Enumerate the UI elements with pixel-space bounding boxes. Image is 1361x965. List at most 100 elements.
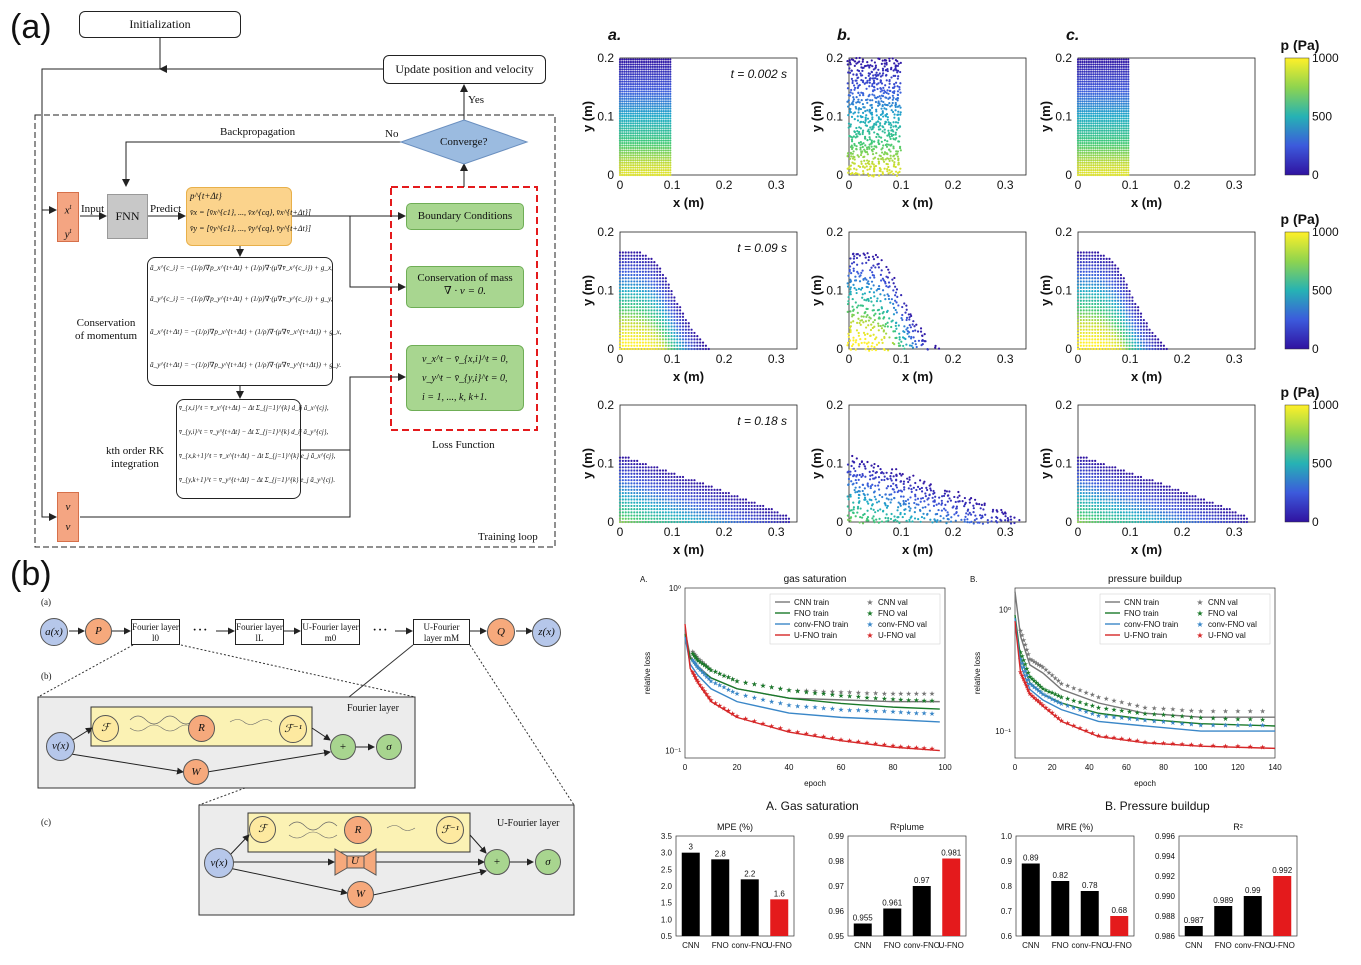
loss-val-star: ★ (712, 668, 718, 676)
sim-particle (1120, 117, 1123, 120)
sim-particle (1118, 141, 1121, 145)
sim-particle (669, 102, 672, 105)
sim-particle (649, 134, 652, 137)
sim-particle (856, 270, 859, 273)
sim-particle (877, 285, 881, 288)
sim-particle (1111, 168, 1115, 172)
sim-particle (1085, 344, 1088, 347)
sim-particle (863, 155, 866, 158)
sim-particle (629, 105, 633, 108)
sim-particle (1090, 132, 1093, 135)
loss-val-star: ★ (717, 670, 723, 678)
sim-particle (859, 146, 862, 149)
sim-particle (866, 139, 869, 142)
sim-particle (1081, 134, 1084, 137)
loss-val-star: ★ (1095, 704, 1101, 712)
sim-particle (645, 110, 648, 113)
sim-particle (1079, 139, 1082, 142)
sim-particle (1107, 139, 1110, 142)
sim-particle (690, 344, 693, 347)
sim-particle (1085, 73, 1088, 76)
sim-particle (647, 151, 650, 154)
sim-particle (888, 336, 891, 339)
sim-particle (676, 328, 679, 331)
sim-particle (863, 166, 866, 169)
sim-particle (1125, 149, 1128, 152)
sim-particle (895, 128, 898, 131)
sim-particle (1094, 286, 1097, 289)
sim-particle (647, 277, 650, 280)
sim-particle (645, 85, 648, 88)
sim-particle (636, 270, 639, 273)
loss-line-fno-train (1014, 614, 1276, 727)
sim-particle (862, 120, 865, 124)
sim-particle (862, 321, 865, 324)
sim-particle (896, 60, 899, 63)
sim-particle (1116, 144, 1119, 147)
sim-particle (664, 302, 667, 306)
sim-particle (1116, 105, 1119, 108)
loss-val-star: ★ (864, 689, 870, 697)
sim-particle (1098, 107, 1101, 110)
sim-particle (1085, 102, 1088, 105)
sim-particle (638, 107, 641, 110)
sim-particle (640, 65, 643, 68)
bar-y-tick: 0.986 (1155, 932, 1176, 941)
sim-particle (1122, 73, 1126, 76)
loss-val-star: ★ (1103, 733, 1109, 741)
sim-particle (633, 270, 636, 273)
sim-particle (862, 142, 865, 145)
sim-particle (669, 112, 672, 115)
sim-particle (645, 70, 648, 73)
legend-star: ★ (866, 609, 873, 618)
sim-particle (883, 167, 886, 170)
sim-particle (618, 65, 622, 68)
sim-particle (862, 66, 865, 69)
sim-particle (670, 312, 673, 315)
sim-particle (1120, 164, 1123, 167)
sim-particle (1082, 254, 1085, 257)
sim-particle (1102, 341, 1105, 344)
sim-particle (1114, 58, 1117, 61)
sim-particle (623, 90, 626, 93)
sim-particle (667, 92, 670, 96)
sim-particle (1094, 166, 1097, 169)
sim-particle (1088, 318, 1091, 322)
sim-particle (669, 105, 672, 108)
sim-particle (1107, 60, 1110, 64)
sim-particle (893, 157, 896, 160)
sim-particle (660, 112, 663, 115)
sim-particle (1087, 159, 1091, 162)
sim-particle (644, 261, 647, 264)
sim-particle (1105, 110, 1108, 113)
sim-particle (847, 99, 850, 102)
sim-particle (899, 91, 902, 94)
sub-a-label: (a) (41, 597, 51, 607)
sim-particle (642, 82, 646, 86)
sim-particle (647, 97, 650, 100)
sim-particle (662, 92, 665, 96)
loss-line-u-fno-train (1014, 621, 1276, 750)
sim-particle (664, 315, 667, 318)
sim-particle (1090, 112, 1093, 115)
sim-particle (1120, 156, 1123, 159)
sim-particle (1079, 92, 1082, 96)
sim-particle (1094, 331, 1097, 335)
sim-particle (621, 331, 624, 335)
sim-particle (623, 171, 626, 174)
sim-x-tick: 0.3 (997, 352, 1014, 366)
sim-particle (670, 289, 673, 293)
sim-particle (650, 315, 653, 318)
sim-particle (1092, 137, 1095, 140)
sim-particle (656, 100, 659, 103)
sim-particle (871, 348, 874, 351)
sim-particle (873, 318, 876, 322)
sim-particle (684, 338, 687, 341)
sim-particle (1107, 73, 1110, 76)
sim-particle (1114, 97, 1117, 100)
sim-particle (919, 330, 923, 333)
sim-particle (1100, 129, 1104, 132)
sim-particle (645, 164, 648, 167)
sim-particle (661, 344, 665, 347)
sim-particle (1081, 73, 1084, 76)
